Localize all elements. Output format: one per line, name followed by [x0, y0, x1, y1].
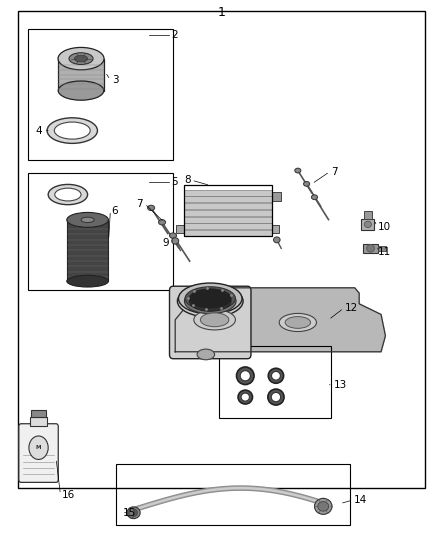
Bar [272, 192, 281, 201]
Bar [184, 190, 272, 196]
Text: 5: 5 [171, 177, 177, 187]
Bar [67, 220, 109, 281]
Bar [363, 244, 378, 253]
Ellipse shape [237, 367, 254, 385]
Ellipse shape [189, 291, 231, 311]
Ellipse shape [314, 498, 332, 514]
Bar [31, 410, 46, 417]
Polygon shape [175, 288, 385, 352]
Ellipse shape [67, 213, 109, 227]
Ellipse shape [272, 372, 280, 380]
Bar [18, 11, 425, 488]
FancyBboxPatch shape [58, 59, 104, 91]
Text: 9: 9 [162, 238, 169, 247]
Ellipse shape [240, 370, 251, 381]
FancyBboxPatch shape [19, 424, 58, 482]
Ellipse shape [170, 233, 177, 238]
Ellipse shape [285, 317, 311, 328]
Text: 13: 13 [334, 380, 347, 390]
Ellipse shape [184, 289, 236, 313]
Bar [184, 230, 272, 236]
Ellipse shape [69, 53, 93, 64]
Ellipse shape [54, 122, 90, 139]
FancyBboxPatch shape [170, 286, 251, 359]
Ellipse shape [304, 181, 310, 187]
Bar [361, 219, 374, 230]
Ellipse shape [318, 502, 328, 511]
Ellipse shape [189, 289, 231, 308]
Bar [378, 246, 386, 251]
Ellipse shape [178, 283, 242, 314]
Text: 8: 8 [184, 175, 191, 185]
Ellipse shape [55, 188, 81, 201]
Text: 2: 2 [171, 30, 177, 39]
Ellipse shape [172, 238, 179, 244]
Text: 12: 12 [345, 303, 358, 313]
Bar [116, 464, 350, 525]
Bar [184, 210, 272, 216]
Ellipse shape [74, 55, 88, 62]
Ellipse shape [48, 184, 88, 205]
Bar [28, 173, 173, 290]
Ellipse shape [311, 195, 318, 199]
Ellipse shape [81, 217, 94, 223]
Bar [219, 346, 331, 418]
Text: 16: 16 [61, 490, 74, 499]
Bar [184, 185, 272, 236]
Ellipse shape [238, 390, 252, 404]
Bar [28, 29, 173, 160]
Ellipse shape [200, 313, 229, 327]
Ellipse shape [279, 313, 316, 332]
Text: 11: 11 [378, 247, 391, 256]
Text: 4: 4 [36, 126, 42, 135]
Ellipse shape [148, 205, 155, 211]
Bar [30, 417, 47, 426]
Ellipse shape [47, 118, 97, 143]
Ellipse shape [129, 507, 134, 518]
Text: 3: 3 [112, 75, 118, 85]
Bar [272, 225, 279, 233]
Ellipse shape [58, 81, 104, 100]
Ellipse shape [295, 168, 301, 173]
Text: 15: 15 [123, 508, 136, 518]
Circle shape [29, 436, 48, 459]
Ellipse shape [177, 285, 243, 317]
Ellipse shape [67, 275, 109, 287]
Ellipse shape [241, 393, 250, 401]
Text: 6: 6 [112, 206, 118, 215]
Bar [184, 223, 272, 229]
Text: 7: 7 [331, 167, 338, 176]
Bar [184, 216, 272, 223]
Text: M: M [36, 445, 41, 450]
Ellipse shape [273, 237, 280, 243]
Ellipse shape [364, 221, 371, 228]
Ellipse shape [271, 392, 281, 402]
Bar [364, 211, 372, 219]
Ellipse shape [268, 389, 284, 405]
Ellipse shape [268, 368, 284, 383]
Ellipse shape [194, 310, 236, 330]
Text: 7: 7 [136, 199, 142, 208]
Text: 1: 1 [217, 6, 225, 19]
Bar [184, 203, 272, 209]
Ellipse shape [197, 349, 215, 360]
Ellipse shape [127, 507, 140, 519]
Ellipse shape [159, 220, 166, 225]
Ellipse shape [185, 287, 236, 310]
Ellipse shape [130, 509, 138, 516]
Bar [184, 196, 272, 203]
Text: 10: 10 [378, 222, 391, 231]
Ellipse shape [58, 47, 104, 70]
Text: 14: 14 [354, 495, 367, 505]
Bar [176, 225, 184, 233]
Ellipse shape [367, 245, 374, 252]
